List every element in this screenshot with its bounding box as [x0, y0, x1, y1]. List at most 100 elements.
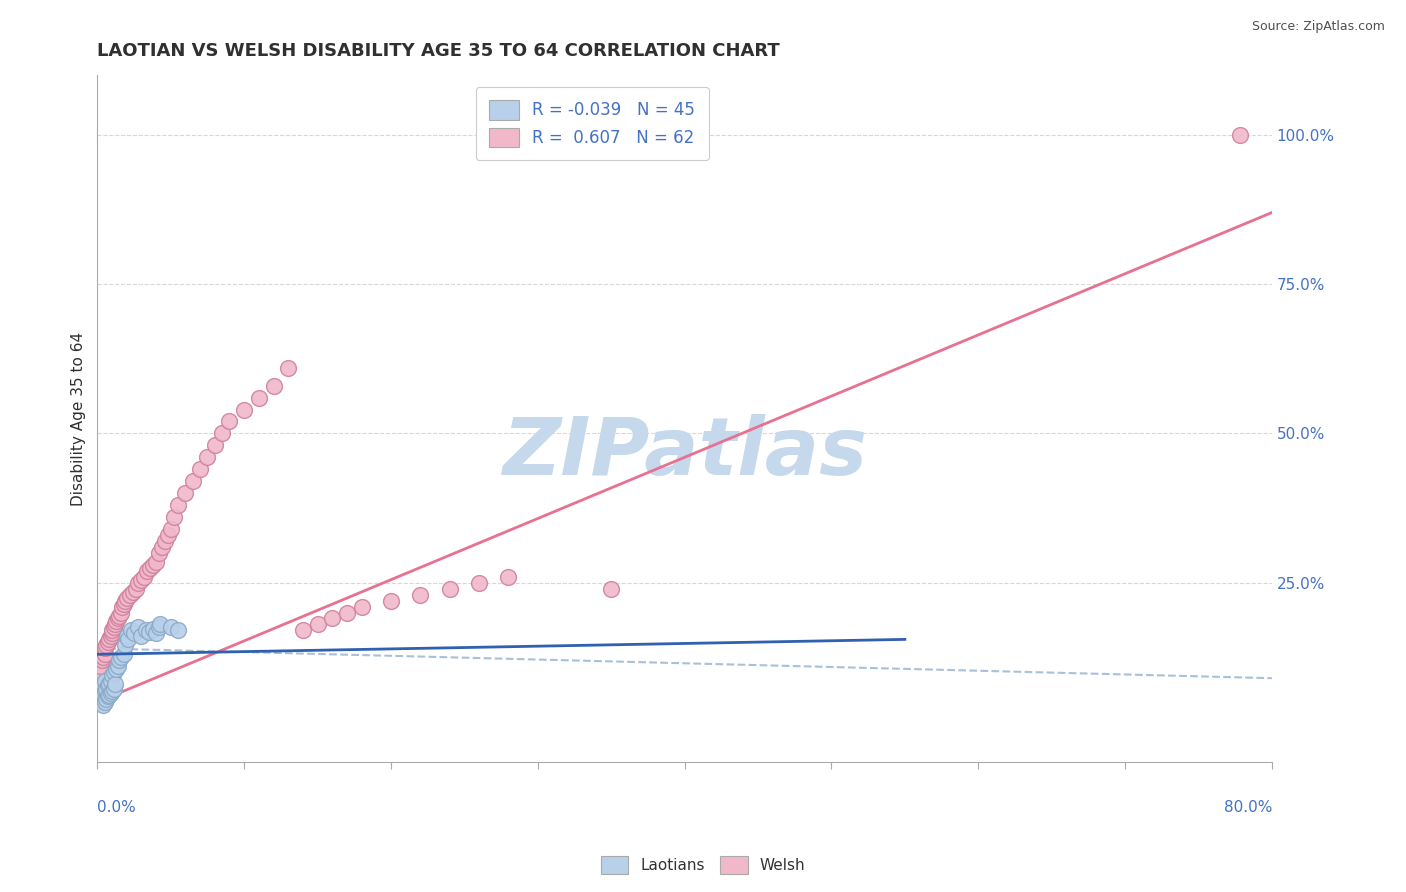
Y-axis label: Disability Age 35 to 64: Disability Age 35 to 64 [72, 332, 86, 506]
Point [156, 528, 179, 542]
Point [93, 674, 115, 689]
Point [96, 681, 118, 696]
Point [145, 626, 167, 640]
Point [350, 599, 373, 614]
Point [188, 462, 211, 476]
Point [101, 684, 124, 698]
Text: LAOTIAN VS WELSH DISABILITY AGE 35 TO 64 CORRELATION CHART: LAOTIAN VS WELSH DISABILITY AGE 35 TO 64… [97, 42, 780, 60]
Point [91, 686, 114, 700]
Point [101, 624, 124, 638]
Point [98, 688, 121, 702]
Point [181, 474, 204, 488]
Point [121, 584, 143, 599]
Point [115, 591, 138, 605]
Point [468, 575, 491, 590]
Point [167, 624, 190, 638]
Text: Source: ZipAtlas.com: Source: ZipAtlas.com [1251, 20, 1385, 33]
Point [120, 624, 142, 638]
Point [167, 498, 190, 512]
Point [114, 639, 136, 653]
Text: ZIPatlas: ZIPatlas [502, 414, 868, 491]
Point [127, 620, 149, 634]
Point [112, 597, 135, 611]
Point [98, 677, 121, 691]
Point [104, 677, 127, 691]
Point [124, 582, 146, 596]
Point [291, 624, 314, 638]
Point [87, 689, 110, 703]
Point [197, 450, 219, 465]
Point [100, 674, 122, 689]
Point [91, 677, 114, 691]
Point [148, 546, 170, 560]
Point [127, 575, 149, 590]
Point [115, 629, 138, 643]
Point [138, 624, 160, 639]
Point [131, 629, 153, 643]
Point [91, 698, 114, 712]
Point [247, 391, 270, 405]
Text: 80.0%: 80.0% [1223, 799, 1272, 814]
Point [101, 668, 124, 682]
Point [107, 611, 129, 625]
Point [118, 588, 141, 602]
Point [101, 626, 124, 640]
Point [159, 620, 181, 634]
Point [139, 560, 162, 574]
Legend: Laotians, Welsh: Laotians, Welsh [595, 850, 811, 880]
Point [105, 615, 128, 629]
Point [233, 402, 256, 417]
Point [131, 573, 153, 587]
Point [93, 695, 115, 709]
Point [263, 378, 285, 392]
Point [409, 588, 432, 602]
Point [153, 533, 176, 548]
Point [105, 662, 128, 676]
Point [136, 564, 159, 578]
Point [174, 486, 197, 500]
Point [145, 555, 167, 569]
Point [163, 510, 186, 524]
Point [380, 593, 402, 607]
Point [122, 626, 145, 640]
Point [104, 617, 127, 632]
Point [103, 681, 125, 696]
Point [96, 692, 118, 706]
Point [135, 624, 157, 638]
Point [96, 639, 118, 653]
Point [103, 620, 125, 634]
Point [97, 635, 120, 649]
Point [142, 622, 165, 636]
Point [142, 558, 165, 572]
Point [277, 360, 299, 375]
Point [218, 415, 240, 429]
Point [159, 522, 181, 536]
Point [90, 695, 112, 709]
Point [439, 582, 461, 596]
Point [336, 606, 359, 620]
Point [107, 659, 129, 673]
Point [90, 689, 112, 703]
Point [89, 692, 111, 706]
Point [89, 683, 111, 698]
Point [134, 570, 156, 584]
Point [103, 665, 125, 680]
Point [110, 650, 132, 665]
Point [148, 620, 170, 634]
Point [97, 678, 120, 692]
Point [93, 641, 115, 656]
Point [93, 684, 115, 698]
Point [93, 648, 115, 662]
Point [110, 606, 132, 620]
Point [108, 653, 131, 667]
Point [321, 611, 343, 625]
Point [112, 648, 135, 662]
Point [211, 426, 233, 441]
Point [87, 665, 110, 680]
Point [600, 582, 623, 596]
Point [91, 650, 114, 665]
Point [307, 617, 329, 632]
Point [89, 659, 111, 673]
Point [150, 540, 173, 554]
Point [204, 438, 226, 452]
